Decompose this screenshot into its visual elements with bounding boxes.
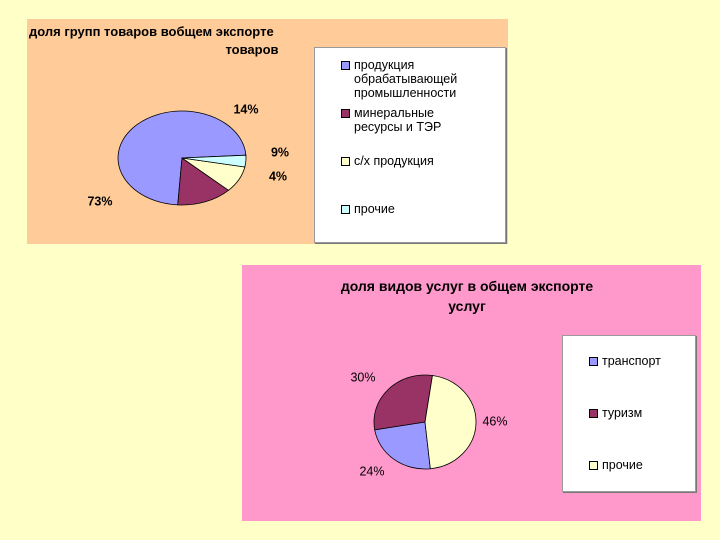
pie-slice: [177, 157, 230, 206]
chart-title-line-1: доля видов услуг в общем экспорте: [340, 278, 594, 294]
chart-title: доля видов услуг в общем экспорте услуг: [252, 276, 682, 316]
legend-label: туризм: [602, 406, 643, 420]
legend-item: туризм: [589, 406, 642, 420]
services-export-chart: доля видов услуг в общем экспорте услуг …: [242, 265, 701, 521]
legend-label: прочие: [354, 202, 395, 216]
legend-swatch: [341, 205, 350, 214]
legend-item: прочие: [589, 458, 643, 472]
chart-title: доля групп товаров вобщем экспорте товар…: [27, 23, 457, 59]
goods-export-chart: доля групп товаров вобщем экспорте товар…: [27, 19, 508, 244]
legend-swatch: [589, 409, 598, 418]
legend-item: продукция обрабатывающей промышленности: [341, 58, 457, 100]
legend-swatch: [589, 461, 598, 470]
data-label: 73%: [87, 194, 112, 208]
goods-pie: 73% 14% 9% 4%: [87, 102, 289, 208]
legend-label: прочие: [602, 458, 643, 472]
legend-label: транспорт: [602, 354, 661, 368]
services-legend: транспорт туризм прочие: [562, 335, 696, 492]
legend-label: с/х продукция: [354, 154, 434, 168]
legend-swatch: [341, 61, 350, 70]
pie-slice: [373, 374, 433, 431]
services-pie: 24% 30% 46%: [350, 370, 507, 478]
data-label: 46%: [482, 414, 507, 428]
pie-slice: [374, 421, 431, 470]
legend-label: продукция обрабатывающей промышленности: [354, 58, 458, 100]
pie-slice: [181, 154, 247, 168]
data-label: 4%: [269, 169, 287, 183]
chart-title-line-2: услуг: [448, 298, 486, 314]
chart-title-line-1: доля групп товаров вобщем экспорте: [29, 24, 274, 39]
legend-item: с/х продукция: [341, 154, 434, 168]
data-label: 30%: [350, 370, 375, 384]
data-label: 24%: [359, 464, 384, 478]
pie-slice: [424, 375, 477, 470]
data-label: 9%: [271, 145, 289, 159]
legend-swatch: [341, 157, 350, 166]
legend-item: минеральные ресурсы и ТЭР: [341, 106, 441, 134]
legend-label: минеральные ресурсы и ТЭР: [354, 106, 442, 134]
legend-swatch: [589, 357, 598, 366]
goods-legend: продукция обрабатывающей промышленности мин…: [314, 47, 506, 243]
chart-title-line-2: товаров: [225, 42, 279, 57]
data-label: 14%: [233, 102, 258, 116]
legend-item: транспорт: [589, 354, 661, 368]
legend-swatch: [341, 109, 350, 118]
legend-item: прочие: [341, 202, 395, 216]
